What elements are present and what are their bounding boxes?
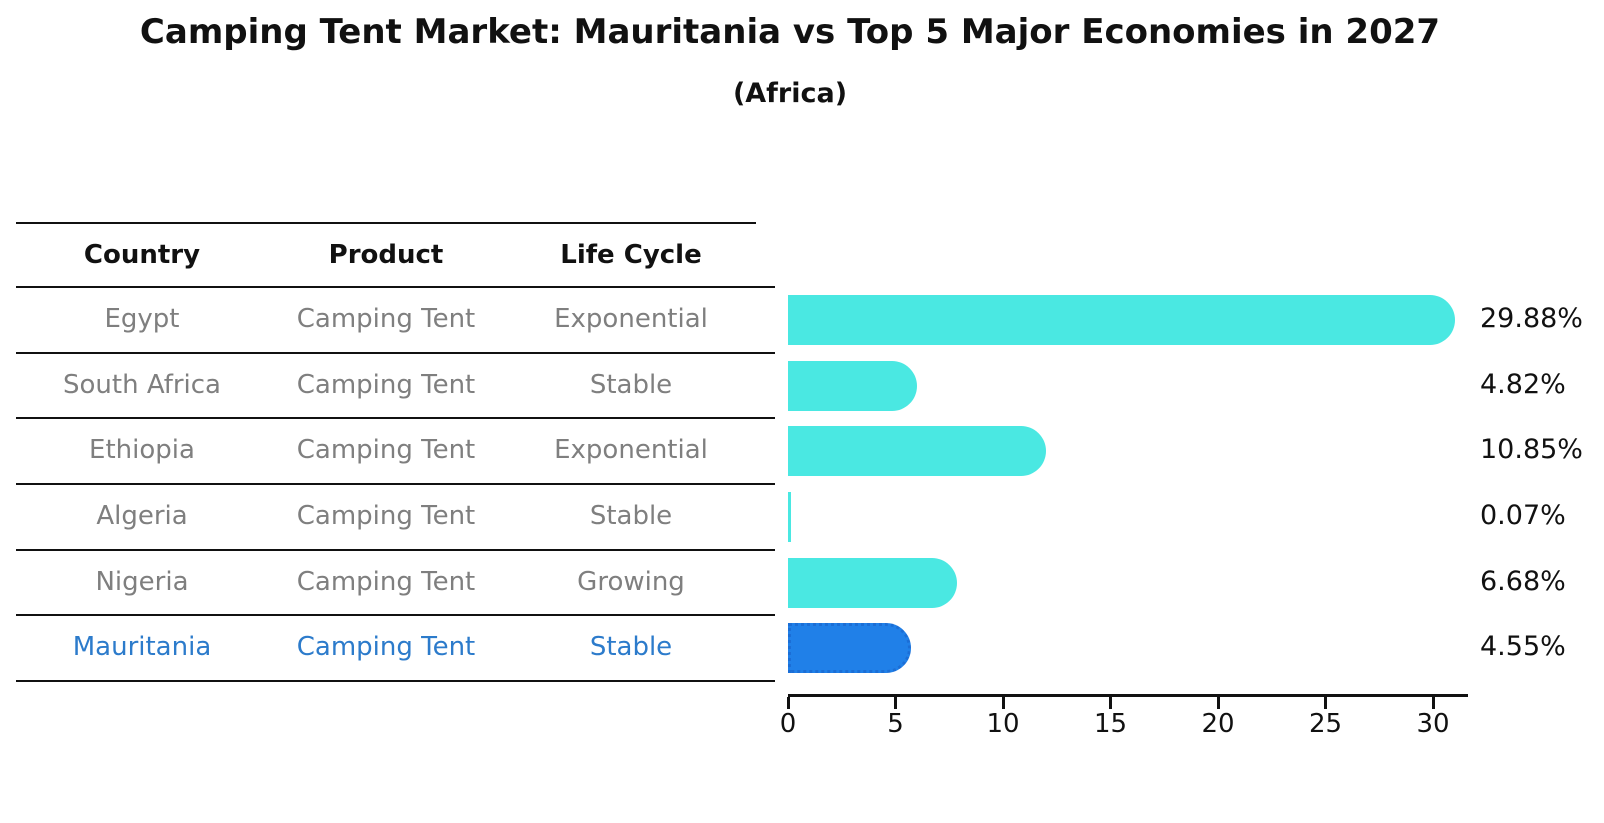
x-tick [1431,697,1435,709]
bar [788,294,1456,345]
highlight-bar [788,623,911,674]
x-tick-label: 0 [779,709,797,739]
table-cell: Stable [589,632,673,663]
x-tick-label: 15 [1093,709,1128,739]
table-cell: Camping Tent [296,369,476,400]
table-cell: Egypt [104,304,180,334]
row-line-and-ytick [16,483,775,485]
x-tick-label: 25 [1308,709,1343,739]
x-axis-line [788,694,1468,697]
value-label: 29.88% [1480,302,1583,334]
x-tick [786,697,790,709]
table-cell: Growing [577,566,685,597]
bar [788,360,917,411]
table-top-border [16,222,756,224]
table-cell: Camping Tent [296,501,476,531]
table-cell: Exponential [554,435,708,466]
table-cell: Camping Tent [296,304,476,334]
row-line-and-ytick [16,417,775,420]
x-tick-label: 5 [887,709,904,739]
table-cell: Camping Tent [296,632,476,663]
table-header-cell: Country [83,240,201,270]
table-header-cell: Life Cycle [560,240,702,270]
table-cell: Mauritania [72,632,212,663]
value-label: 0.07% [1480,499,1566,531]
table-cell: Camping Tent [296,435,476,466]
table-cell: Exponential [554,304,708,334]
x-tick-label: 30 [1416,709,1450,739]
table-cell: Ethiopia [89,435,195,466]
x-tick-label: 20 [1201,709,1235,739]
x-tick-label: 10 [986,709,1020,739]
table-cell: Algeria [96,501,188,531]
table-cell: South Africa [63,369,221,400]
x-tick [1324,697,1327,709]
row-line-and-ytick [16,614,775,617]
table-cell: Stable [589,501,673,531]
chart-title: Camping Tent Market: Mauritania vs Top 5… [139,12,1441,52]
x-tick [1109,697,1112,709]
row-line-and-ytick [16,286,775,288]
value-label: 4.55% [1480,631,1566,663]
row-line-and-ytick [16,548,775,551]
chart-subtitle: (Africa) [732,78,848,109]
table-cell: Camping Tent [296,566,476,597]
table-cell: Stable [589,369,673,400]
row-line-and-ytick [16,680,775,683]
row-line-and-ytick [16,351,775,354]
table-header-cell: Product [328,240,444,270]
x-tick [894,697,897,709]
x-tick [1001,697,1005,709]
value-label: 10.85% [1480,434,1583,466]
x-tick [1216,697,1220,709]
table-cell: Nigeria [95,566,189,597]
bar [788,491,791,542]
value-label: 6.68% [1480,565,1566,597]
bar [788,426,1047,477]
bar [788,557,957,608]
value-label: 4.82% [1480,368,1566,400]
